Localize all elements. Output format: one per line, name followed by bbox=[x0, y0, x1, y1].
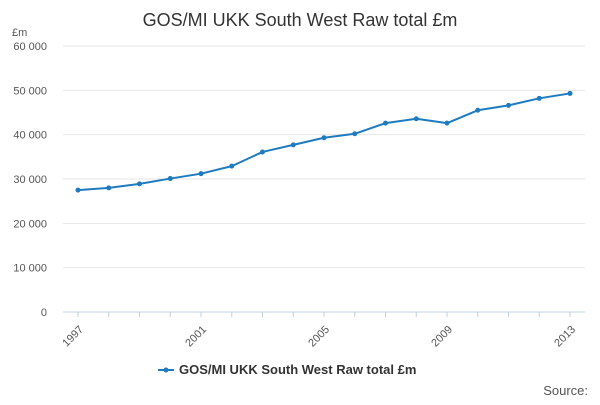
data-point[interactable] bbox=[413, 116, 419, 122]
x-axis: 1997 2001 2005 2009 2013 bbox=[60, 312, 578, 349]
legend-label: GOS/MI UKK South West Raw total £m bbox=[179, 362, 416, 377]
data-point[interactable] bbox=[229, 163, 235, 169]
series-line[interactable] bbox=[77, 92, 571, 192]
legend[interactable]: GOS/MI UKK South West Raw total £m bbox=[158, 362, 416, 377]
data-point[interactable] bbox=[352, 131, 358, 137]
data-point[interactable] bbox=[260, 149, 265, 155]
x-tick-label: 2013 bbox=[552, 324, 578, 350]
data-point[interactable] bbox=[383, 120, 388, 126]
data-point[interactable] bbox=[198, 171, 204, 177]
y-axis-unit: £m bbox=[12, 27, 27, 39]
x-tick-label: 2001 bbox=[183, 324, 209, 350]
data-point[interactable] bbox=[75, 187, 81, 193]
y-tick-label: 40 000 bbox=[13, 130, 47, 142]
y-tick-label: 0 bbox=[41, 307, 47, 319]
data-point[interactable] bbox=[506, 102, 511, 108]
y-tick-label: 30 000 bbox=[13, 174, 47, 186]
source-label: Source: bbox=[543, 383, 588, 398]
x-tick-label: 2009 bbox=[429, 324, 455, 350]
data-point[interactable] bbox=[167, 176, 173, 182]
y-tick-label: 10 000 bbox=[13, 263, 47, 275]
legend-marker bbox=[163, 367, 169, 373]
data-point[interactable] bbox=[444, 120, 450, 126]
y-tick-label: 50 000 bbox=[13, 85, 47, 97]
y-axis-ticks: 0 10 000 20 000 30 000 40 000 50 000 60 000 bbox=[13, 41, 47, 319]
series-layer bbox=[75, 90, 573, 193]
x-tick-label: 2005 bbox=[306, 324, 332, 350]
y-tick-label: 60 000 bbox=[13, 41, 47, 53]
data-point[interactable] bbox=[536, 95, 542, 101]
gridlines bbox=[63, 45, 585, 313]
chart-title: GOS/MI UKK South West Raw total £m bbox=[143, 10, 458, 30]
data-point[interactable] bbox=[106, 185, 112, 191]
x-tick-label: 1997 bbox=[60, 324, 86, 350]
data-point[interactable] bbox=[567, 90, 573, 96]
data-point[interactable] bbox=[290, 142, 296, 148]
data-point[interactable] bbox=[137, 181, 142, 187]
data-point[interactable] bbox=[475, 107, 481, 113]
data-point[interactable] bbox=[321, 135, 327, 141]
y-tick-label: 20 000 bbox=[13, 218, 47, 230]
